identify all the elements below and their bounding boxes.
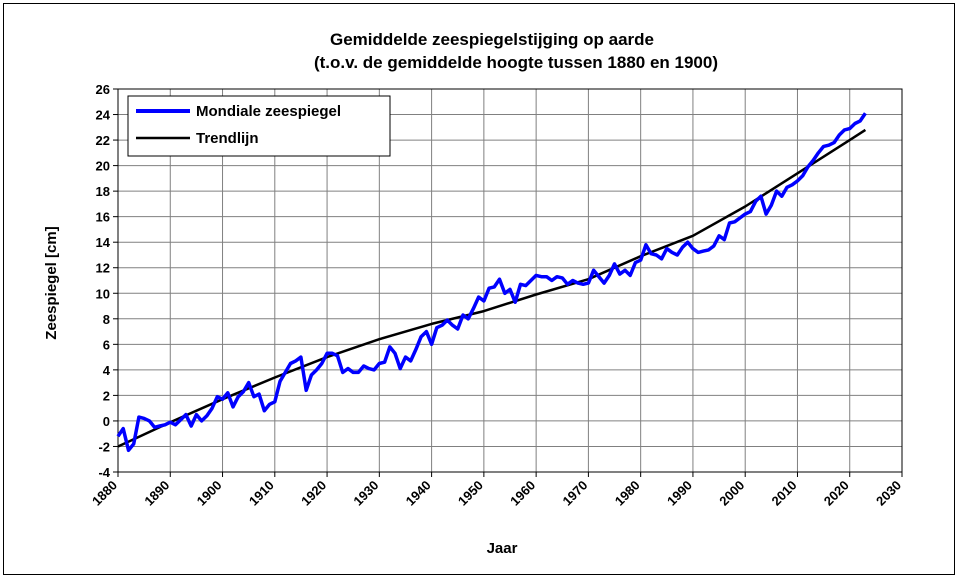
x-tick-label: 1880: [89, 478, 120, 509]
axis-ticks: [113, 88, 903, 477]
chart-title: Gemiddelde zeespiegelstijging op aarde: [330, 30, 654, 49]
trend-line: [117, 128, 867, 448]
y-tick-label: 2: [103, 388, 110, 403]
y-tick-label: 12: [96, 261, 110, 276]
legend-label-trend: Trendlijn: [196, 130, 259, 147]
y-tick-label: 4: [103, 363, 111, 378]
y-tick-label: 18: [96, 184, 110, 199]
trend-line-layer: [117, 128, 867, 448]
x-tick-label: 1920: [298, 478, 329, 509]
x-tick-label: 1950: [455, 478, 486, 509]
y-tick-label: 8: [103, 312, 110, 327]
y-tick-label: 0: [103, 414, 110, 429]
x-tick-label: 2020: [821, 478, 852, 509]
y-tick-label: 26: [96, 82, 110, 97]
legend: Mondiale zeespiegel Trendlijn: [127, 95, 391, 157]
y-axis-label: Zeespiegel [cm]: [43, 226, 60, 339]
x-tick-label: 1980: [612, 478, 643, 509]
y-tick-label: 14: [96, 235, 111, 250]
y-tick-label: -2: [98, 439, 110, 454]
y-tick-label: 22: [96, 133, 110, 148]
x-axis-label: Jaar: [487, 540, 518, 557]
x-tick-label: 2000: [716, 478, 747, 509]
x-tick-labels: 1880 1890 1900 1910 1920 1930 1940 1950 1960 1970…: [89, 478, 904, 509]
sea-level-line: [116, 112, 867, 453]
x-tick-label: 1960: [507, 478, 538, 509]
y-tick-label: 10: [96, 286, 110, 301]
x-tick-label: 1890: [141, 478, 172, 509]
legend-box: [127, 95, 391, 157]
x-tick-label: 1990: [664, 478, 695, 509]
series-line-layer: [116, 112, 867, 453]
y-tick-label: 6: [103, 337, 110, 352]
y-tick-label: 16: [96, 210, 110, 225]
y-tick-label: -4: [98, 465, 110, 480]
y-tick-label: 20: [96, 159, 110, 174]
y-tick-label: 24: [96, 108, 111, 123]
x-tick-label: 2030: [873, 478, 904, 509]
x-tick-label: 1910: [246, 478, 277, 509]
x-tick-label: 1940: [403, 478, 434, 509]
x-tick-label: 1930: [350, 478, 381, 509]
chart-subtitle: (t.o.v. de gemiddelde hoogte tussen 1880…: [314, 53, 718, 72]
plot-border: [117, 88, 903, 473]
x-tick-label: 1900: [194, 478, 225, 509]
x-tick-label: 2010: [769, 478, 800, 509]
x-tick-label: 1970: [559, 478, 590, 509]
legend-label-series: Mondiale zeespiegel: [196, 103, 341, 120]
